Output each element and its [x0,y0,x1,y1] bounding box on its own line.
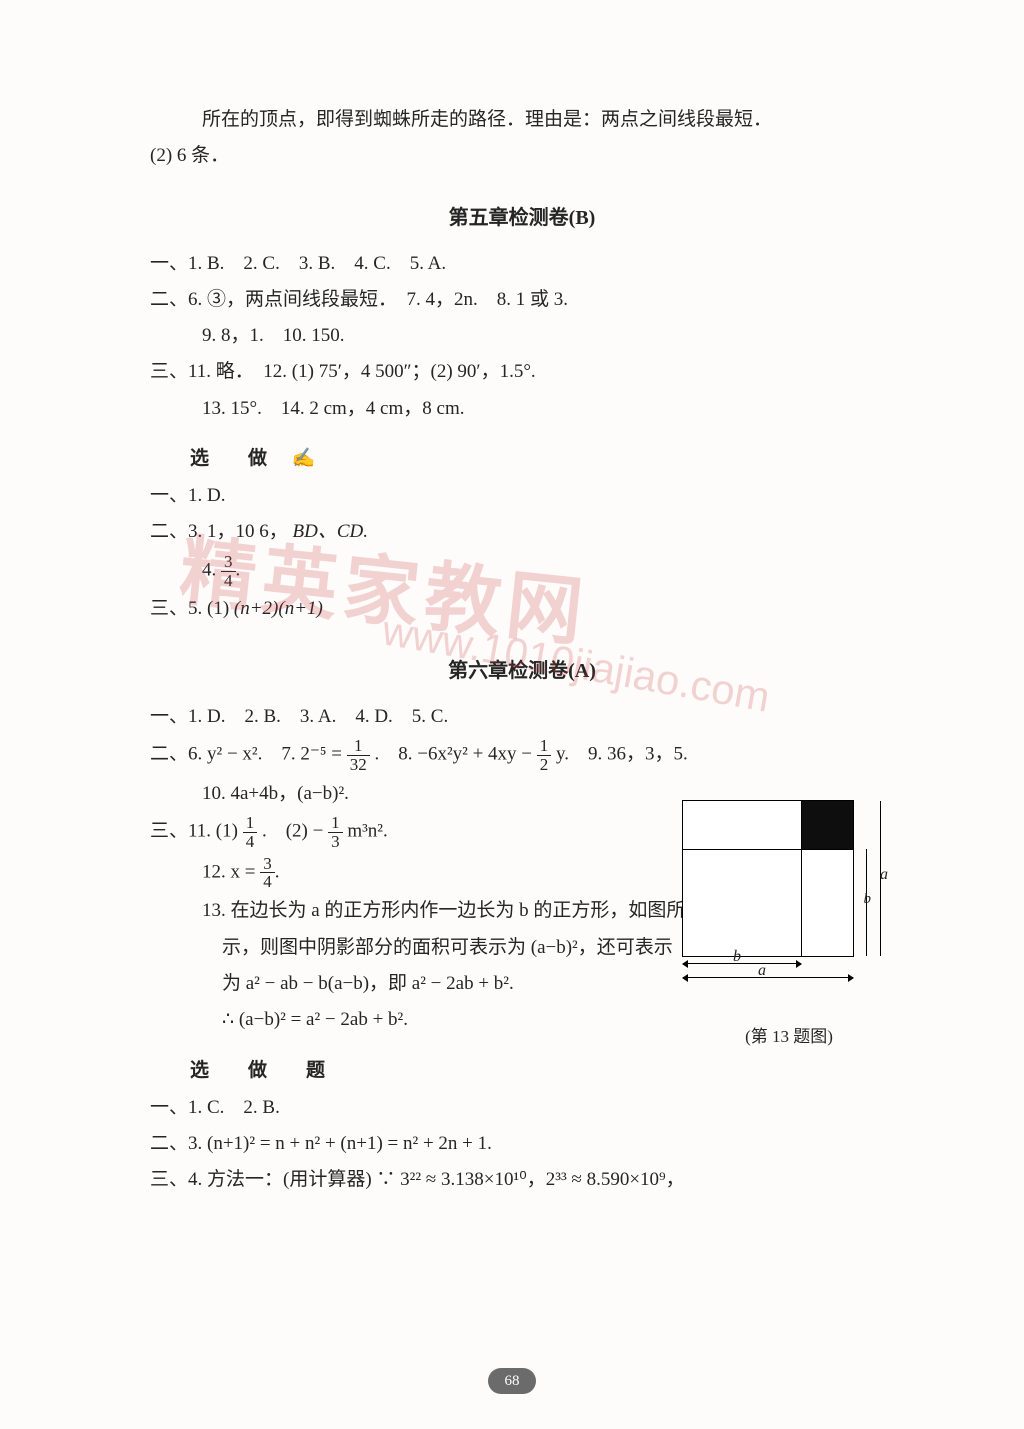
dim-b-bottom [683,963,801,964]
ch6a-s1: 一、1. D. 2. B. 3. A. 4. D. 5. C. [150,701,710,733]
ch6a-s3: 三、11. (1) 1 4 . (2) − 1 3 m³n². [150,814,710,851]
label-b-right: b [864,891,872,908]
frac-num: 3 [260,855,275,874]
opt5-l1: 一、1. D. [150,480,894,512]
label-a-right: a [880,866,888,884]
opt5-l2: 二、3. 1，10 6， BD、CD. [150,516,894,548]
opt6-l1: 一、1. C. 2. B. [150,1092,894,1124]
ch5b-s3b: 13. 15°. 14. 2 cm，4 cm，8 cm. [150,393,894,425]
frac-den: 4 [243,833,258,851]
square-diagram: b a a b [682,800,882,980]
frac-den: 4 [221,572,236,590]
chapter6a-title: 第六章检测卷(A) [150,654,894,683]
opt6-l3: 三、4. 方法一：(用计算器) ∵ 3²² ≈ 3.138×10¹⁰，2³³ ≈… [150,1164,894,1196]
optional5-title: 选 做 ✍ [150,443,894,470]
ch6a-s3-suf: m³n². [347,821,387,842]
frac-1-32: 1 32 [347,737,370,774]
frac-num: 1 [347,737,370,756]
main-content: 一、1. D. 2. B. 3. A. 4. D. 5. C. 二、6. y² … [150,701,710,1037]
shaded-square [801,801,853,849]
frac-3-4: 3 4 [221,553,236,590]
ch6a-s2-suf: y. 9. 36，3，5. [556,744,688,765]
frac-den: 3 [328,833,343,851]
opt5-l5-expr: (n+2)(n+1) [234,598,323,619]
ch6a-s3-pre: 三、11. (1) [150,821,238,842]
frac-1-4: 1 4 [243,814,258,851]
intro-line2: (2) 6 条． [150,140,894,172]
figure-13: b a a b (第 13 题图) [674,800,904,1047]
ch6a-s13b: 示，则图中阴影部分的面积可表示为 (a−b)²，还可表示 [150,932,710,964]
intro-line1: 所在的顶点，即得到蜘蛛所走的路径．理由是：两点之间线段最短． [150,104,894,136]
ch6a-s12-pre: 12. x = [202,861,255,882]
dim-a-bottom [683,977,853,978]
frac-num: 1 [243,814,258,833]
frac-3-4b: 3 4 [260,855,275,892]
ch6a-s2-mid: . 8. −6x²y² + 4xy − [374,744,532,765]
opt5-l4: 4. 3 4 . [150,553,894,590]
optional6-title: 选 做 题 [150,1055,894,1082]
ch6a-s2b: 10. 4a+4b，(a−b)². [150,778,710,810]
ch6a-s13a: 13. 在边长为 a 的正方形内作一边长为 b 的正方形，如图所 [150,895,710,927]
opt5-l5-pre: 三、5. (1) [150,598,229,619]
ch5b-s2: 二、6. ③，两点间线段最短． 7. 4，2n. 8. 1 或 3. [150,284,894,316]
opt5-l2-pre: 二、3. 1，10 6， [150,521,288,542]
ch6a-s2-pre: 二、6. y² − x². 7. 2⁻⁵ = [150,744,342,765]
opt5-l2-suf: BD、CD. [293,521,368,542]
label-a-bottom: a [758,962,766,980]
ch6a-s3-mid: . (2) − [262,821,323,842]
page-number: 68 [488,1368,536,1394]
frac-1-3: 1 3 [328,814,343,851]
frac-den: 32 [347,756,370,774]
pen-icon: ✍ [292,448,316,469]
vertical-divider [801,801,802,956]
frac-den: 4 [260,873,275,891]
frac-1-2: 1 2 [537,737,552,774]
ch6a-s13c: 为 a² − ab − b(a−b)，即 a² − 2ab + b². [150,968,710,1000]
optional5-title-text: 选 做 [190,448,277,469]
opt6-l2: 二、3. (n+1)² = n + n² + (n+1) = n² + 2n +… [150,1128,894,1160]
ch6a-s12: 12. x = 3 4 . [150,855,710,892]
page: 精英家教网 www.1010jiajiao.com 所在的顶点，即得到蜘蛛所走的… [0,0,1024,1429]
label-b-bottom: b [733,948,741,966]
ch5b-s1: 一、1. B. 2. C. 3. B. 4. C. 5. A. [150,248,894,280]
horizontal-divider [683,849,853,850]
opt5-l5: 三、5. (1) (n+2)(n+1) [150,593,894,625]
ch5b-s2b: 9. 8，1. 10. 150. [150,320,894,352]
frac-num: 1 [328,814,343,833]
frac-num: 1 [537,737,552,756]
ch6a-s13d: ∴ (a−b)² = a² − 2ab + b². [150,1004,710,1036]
frac-num: 3 [221,553,236,572]
chapter5b-title: 第五章检测卷(B) [150,201,894,230]
opt5-l4-prefix: 4. [202,559,216,580]
ch6a-s2: 二、6. y² − x². 7. 2⁻⁵ = 1 32 . 8. −6x²y² … [150,737,710,774]
figure-caption: (第 13 题图) [674,1022,904,1047]
frac-den: 2 [537,756,552,774]
outer-square: b a a b [682,800,854,957]
ch5b-s3: 三、11. 略． 12. (1) 75′，4 500″；(2) 90′，1.5°… [150,356,894,388]
